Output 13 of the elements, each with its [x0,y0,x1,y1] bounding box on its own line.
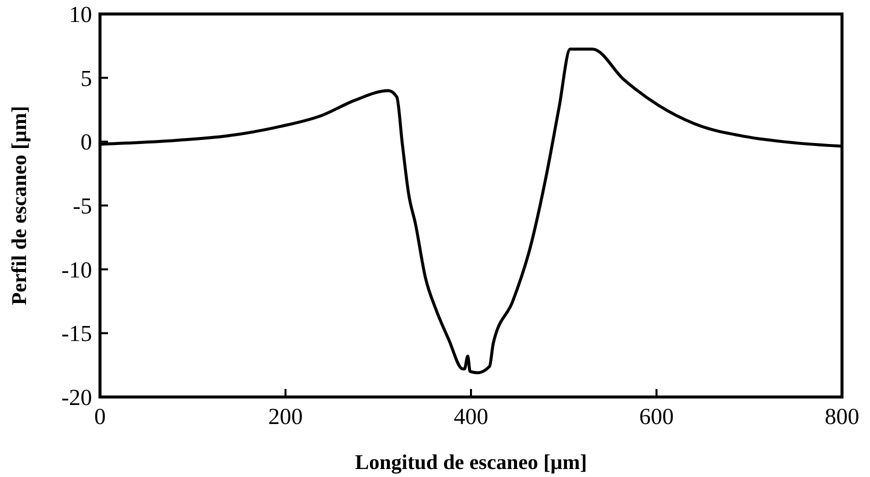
x-tick-label: 400 [454,404,488,429]
y-tick-label: 5 [80,66,92,91]
x-tick-label: 800 [824,404,860,429]
y-axis-title: Perfil de escaneo [µm] [7,106,31,306]
x-axis-title: Longitud de escaneo [µm] [354,450,588,474]
x-tick-label: 600 [639,404,674,429]
x-tick-label: 200 [268,404,303,429]
y-tick-label: -15 [61,321,92,346]
y-tick-label: 0 [80,130,92,155]
y-tick-label: -20 [61,385,92,410]
y-tick-label: -5 [72,194,92,218]
y-tick-label: 10 [69,2,92,27]
y-tick-label: -10 [61,257,92,282]
